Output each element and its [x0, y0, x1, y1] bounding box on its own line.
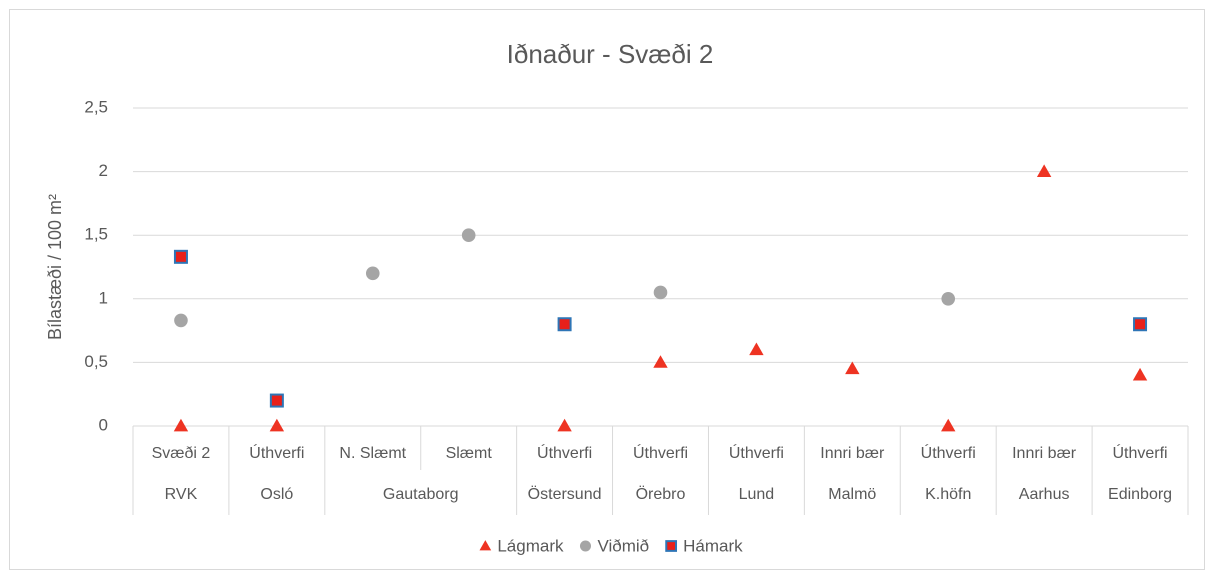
y-axis-label: Bílastæði / 100 m² [45, 194, 65, 340]
legend-label: Viðmið [597, 536, 649, 555]
x-group-label: Aarhus [1019, 486, 1070, 503]
data-point [1133, 317, 1148, 332]
y-tick-label: 0 [99, 415, 108, 434]
y-tick-label: 2 [99, 161, 108, 180]
x-tick-label: Úthverfi [1112, 443, 1167, 462]
data-point [173, 249, 188, 264]
data-point [269, 418, 285, 432]
x-group-label: Östersund [528, 485, 602, 503]
x-tick-label: Svæði 2 [152, 445, 211, 462]
x-group-label: Edinborg [1108, 486, 1172, 503]
legend-label: Lágmark [497, 536, 564, 555]
data-point [749, 342, 764, 356]
y-tick-label: 1,5 [84, 225, 108, 244]
data-point [173, 418, 189, 432]
x-tick-label: Innri bær [1012, 445, 1077, 462]
x-tick-label: Úthverfi [921, 443, 976, 462]
data-point [1036, 164, 1052, 177]
x-group-label: Lund [739, 486, 775, 503]
data-point [174, 313, 188, 328]
data-point [1132, 367, 1148, 381]
data-point [269, 393, 284, 408]
x-group-label: Gautaborg [383, 486, 459, 503]
x-tick-label: Slæmt [446, 445, 493, 462]
data-point [461, 228, 476, 242]
x-tick-label: Úthverfi [633, 443, 688, 462]
y-tick-label: 2,5 [84, 97, 108, 116]
x-group-label: Malmö [828, 486, 876, 503]
x-tick-label: Úthverfi [249, 443, 304, 462]
x-group-label: Örebro [636, 485, 686, 503]
x-group-label: K.höfn [925, 486, 971, 503]
legend-marker [579, 540, 592, 552]
legend-label: Hámark [683, 536, 743, 555]
data-point [653, 285, 668, 300]
data-point [557, 317, 572, 332]
x-tick-label: Úthverfi [537, 443, 592, 462]
data-point [365, 266, 380, 281]
y-tick-label: 1 [99, 288, 108, 307]
x-group-label: Osló [260, 486, 293, 503]
x-tick-label: Innri bær [820, 445, 885, 462]
legend-marker [479, 540, 492, 551]
data-point [941, 292, 956, 306]
chart-title: Iðnaður - Svæði 2 [507, 39, 714, 69]
x-group-label: RVK [165, 486, 198, 503]
y-tick-label: 0,5 [84, 352, 108, 371]
data-point [557, 418, 572, 432]
chart-frame [9, 9, 1205, 570]
legend-marker [665, 540, 678, 552]
x-tick-label: Úthverfi [729, 443, 784, 462]
data-point [941, 418, 956, 432]
data-point [845, 361, 860, 375]
data-point [653, 355, 668, 368]
x-tick-label: N. Slæmt [339, 445, 406, 462]
